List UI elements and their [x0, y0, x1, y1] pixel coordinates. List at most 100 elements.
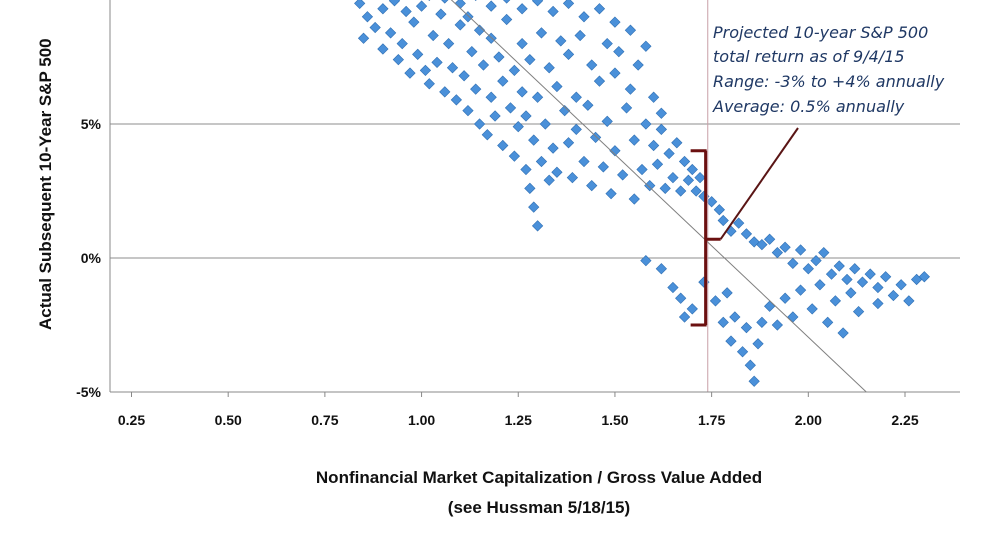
data-point: [872, 281, 884, 294]
data-point: [497, 75, 509, 87]
data-point: [516, 86, 528, 98]
data-point: [516, 37, 528, 50]
data-point: [794, 284, 807, 296]
x-tick-label: 0.25: [118, 412, 145, 428]
data-point: [357, 32, 370, 44]
data-point: [771, 247, 783, 259]
data-point: [779, 292, 791, 304]
data-point: [446, 62, 459, 74]
data-point: [601, 115, 613, 127]
data-point: [655, 263, 667, 275]
data-point: [597, 161, 609, 173]
data-point: [659, 182, 671, 194]
data-point: [454, 19, 466, 31]
y-tick-label: 5%: [81, 116, 102, 132]
data-point: [617, 169, 629, 181]
data-point: [740, 322, 753, 334]
data-point: [528, 201, 540, 213]
data-point: [818, 247, 830, 259]
data-point: [419, 64, 432, 77]
data-point: [771, 319, 783, 331]
data-point: [628, 193, 640, 205]
data-point: [535, 155, 548, 168]
data-point: [431, 56, 443, 68]
data-point: [628, 134, 640, 146]
data-point: [609, 67, 621, 79]
data-point: [477, 59, 490, 71]
data-point: [810, 255, 822, 267]
data-point: [655, 123, 667, 135]
annotation-line-4: Average: 0.5% annually: [712, 97, 905, 116]
data-point: [582, 99, 594, 111]
x-tick-label: 0.75: [311, 412, 338, 428]
data-point: [837, 327, 849, 339]
data-point: [462, 11, 474, 23]
annotation-line-1: Projected 10-year S&P 500: [713, 23, 928, 42]
data-point: [473, 118, 486, 130]
data-point: [880, 271, 892, 283]
data-point: [895, 279, 907, 291]
x-tick-label: 1.25: [505, 412, 532, 428]
data-point: [794, 244, 807, 256]
x-axis-subtitle: (see Hussman 5/18/15): [448, 498, 630, 517]
data-point: [620, 102, 633, 114]
data-point: [547, 5, 559, 18]
data-point: [717, 316, 729, 328]
data-point: [856, 276, 869, 288]
data-point: [752, 338, 764, 350]
data-point: [721, 287, 733, 299]
data-point: [593, 75, 606, 87]
data-point: [408, 16, 420, 28]
data-point: [651, 158, 664, 170]
data-point: [675, 185, 687, 197]
x-tick-label: 0.50: [215, 412, 242, 428]
data-point: [713, 204, 725, 216]
data-point: [903, 295, 915, 307]
x-tick-label: 2.00: [795, 412, 822, 428]
data-point: [667, 171, 679, 184]
x-tick-label: 1.75: [698, 412, 725, 428]
data-point: [400, 5, 412, 18]
data-point: [578, 155, 590, 168]
data-point: [428, 0, 431, 1]
data-point: [682, 174, 695, 186]
axes: 0.25 0.50 0.75 1.00 1.25 1.50 1.75 2.00 2.25 -5% 0…: [76, 0, 960, 428]
data-point: [539, 118, 551, 130]
data-point: [694, 171, 706, 184]
data-points: [354, 0, 930, 387]
data-point: [502, 0, 511, 4]
regression-trendline: [450, 0, 867, 393]
data-point: [512, 121, 524, 133]
data-point: [473, 24, 486, 36]
data-point: [748, 375, 760, 387]
data-point: [748, 236, 760, 248]
data-point: [764, 233, 776, 245]
data-point: [551, 80, 563, 93]
data-point: [632, 59, 644, 71]
data-point: [504, 102, 517, 114]
data-point: [887, 289, 900, 302]
data-point: [566, 171, 579, 184]
data-point: [636, 163, 648, 176]
data-point: [543, 62, 555, 74]
data-point: [562, 48, 575, 60]
data-point: [559, 104, 571, 117]
data-point: [516, 3, 528, 15]
data-point: [756, 316, 768, 328]
overlays: [450, 0, 867, 393]
data-point: [427, 29, 439, 42]
data-point: [562, 0, 575, 10]
data-point: [481, 129, 493, 141]
data-point: [439, 86, 451, 98]
data-point: [918, 271, 930, 283]
data-point: [524, 54, 536, 66]
data-point: [377, 3, 389, 15]
data-point: [787, 257, 799, 269]
data-point: [678, 155, 691, 168]
x-tick-label: 2.25: [891, 412, 918, 428]
data-point: [450, 94, 462, 106]
data-point: [388, 0, 401, 7]
data-point: [729, 311, 741, 323]
data-point: [520, 163, 532, 176]
data-point: [725, 335, 737, 347]
